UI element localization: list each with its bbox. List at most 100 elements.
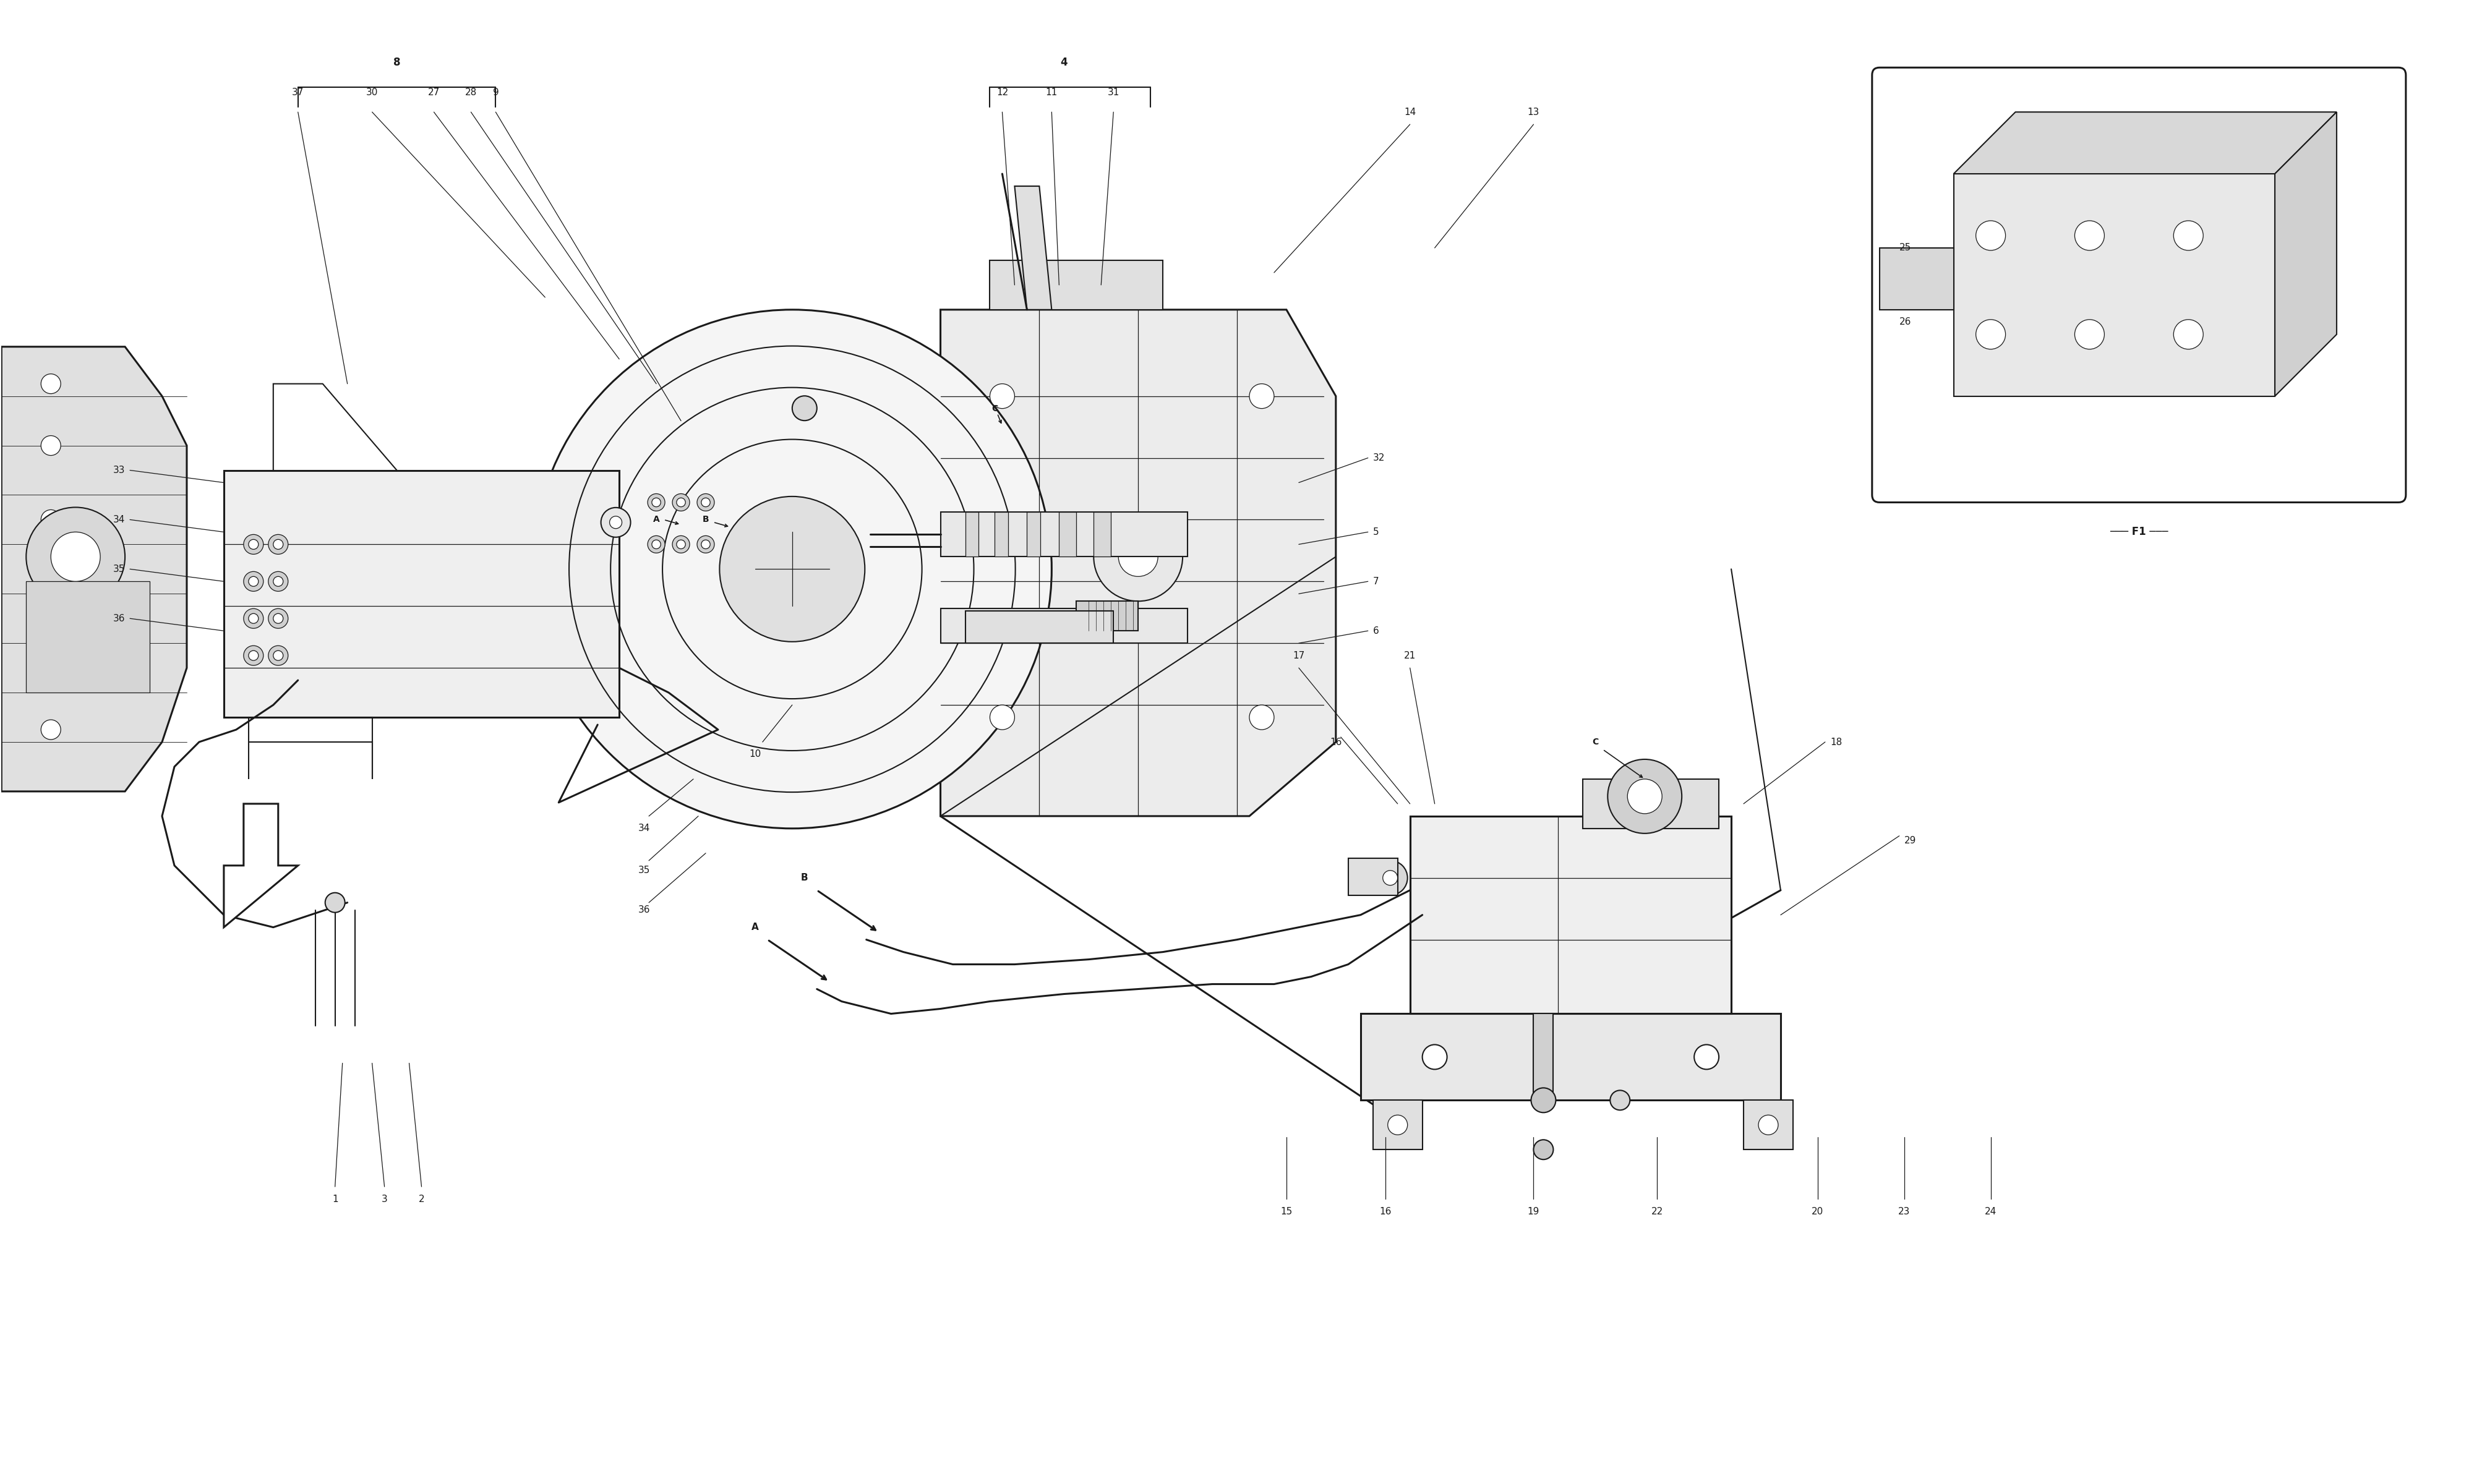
Circle shape <box>42 657 62 678</box>
Text: B: B <box>802 873 809 883</box>
Circle shape <box>1977 319 2006 349</box>
Text: 8: 8 <box>393 56 401 68</box>
Text: 23: 23 <box>1898 1206 1910 1215</box>
Circle shape <box>609 516 621 528</box>
Circle shape <box>648 536 666 554</box>
Circle shape <box>242 571 262 591</box>
Text: 7: 7 <box>1373 577 1378 586</box>
Bar <box>1348 858 1398 895</box>
Circle shape <box>52 531 101 582</box>
Text: 31: 31 <box>1108 88 1118 96</box>
Bar <box>1534 1014 1554 1100</box>
Polygon shape <box>1954 111 2335 174</box>
Circle shape <box>792 396 816 420</box>
Text: 36: 36 <box>638 905 651 914</box>
Circle shape <box>675 540 685 549</box>
Circle shape <box>272 539 282 549</box>
Polygon shape <box>1014 186 1051 310</box>
Polygon shape <box>940 310 1336 816</box>
Bar <box>1373 1100 1423 1150</box>
Circle shape <box>272 576 282 586</box>
Circle shape <box>2175 221 2204 251</box>
Circle shape <box>42 583 62 604</box>
Circle shape <box>267 571 287 591</box>
Text: 28: 28 <box>465 88 477 96</box>
Circle shape <box>324 893 344 913</box>
Circle shape <box>700 499 710 508</box>
Text: 35: 35 <box>114 564 126 574</box>
Circle shape <box>1094 512 1183 601</box>
Polygon shape <box>2 347 186 791</box>
Circle shape <box>1531 1088 1556 1113</box>
Text: 26: 26 <box>1900 318 1912 326</box>
Polygon shape <box>2276 111 2335 396</box>
Bar <box>1410 816 1732 1014</box>
Circle shape <box>673 494 690 510</box>
Circle shape <box>272 613 282 623</box>
Text: 30: 30 <box>366 88 379 96</box>
Bar <box>990 260 1163 310</box>
Bar <box>1076 601 1138 631</box>
Text: 6: 6 <box>1373 626 1378 635</box>
Text: 11: 11 <box>1047 88 1056 96</box>
Circle shape <box>267 534 287 554</box>
Circle shape <box>1611 1091 1630 1110</box>
Bar <box>995 512 1009 556</box>
Circle shape <box>1383 871 1398 886</box>
Circle shape <box>1423 1045 1447 1070</box>
Circle shape <box>42 510 62 530</box>
Circle shape <box>700 540 710 549</box>
Circle shape <box>990 705 1014 730</box>
Text: 34: 34 <box>114 515 126 524</box>
Circle shape <box>1118 537 1158 576</box>
Circle shape <box>673 536 690 554</box>
Circle shape <box>1373 861 1408 895</box>
Text: 21: 21 <box>1405 651 1415 660</box>
Text: 14: 14 <box>1405 107 1415 117</box>
Bar <box>1583 779 1719 828</box>
Bar <box>965 512 980 556</box>
Text: A: A <box>752 923 760 932</box>
Text: 37: 37 <box>292 88 304 96</box>
Circle shape <box>1759 1114 1779 1135</box>
Text: ─── F1 ───: ─── F1 ─── <box>2110 527 2167 537</box>
Bar <box>1880 248 1954 310</box>
Circle shape <box>648 494 666 510</box>
Bar <box>1954 174 2276 396</box>
Bar <box>27 582 151 693</box>
Circle shape <box>1249 384 1274 408</box>
Polygon shape <box>223 804 297 927</box>
Text: 35: 35 <box>638 865 651 876</box>
Circle shape <box>990 384 1014 408</box>
Text: 19: 19 <box>1526 1206 1539 1215</box>
Circle shape <box>698 494 715 510</box>
Text: 4: 4 <box>1061 56 1069 68</box>
Circle shape <box>267 646 287 665</box>
Text: 10: 10 <box>750 749 762 758</box>
Circle shape <box>42 436 62 456</box>
Circle shape <box>2076 319 2105 349</box>
Text: A: A <box>653 515 661 524</box>
Circle shape <box>1977 221 2006 251</box>
Text: 24: 24 <box>1984 1206 1997 1215</box>
Bar <box>1027 512 1042 556</box>
Text: 29: 29 <box>1905 835 1917 846</box>
FancyBboxPatch shape <box>1873 68 2405 503</box>
Circle shape <box>1534 1140 1554 1159</box>
Circle shape <box>601 508 631 537</box>
Text: 27: 27 <box>428 88 440 96</box>
Circle shape <box>1608 760 1682 834</box>
Text: 18: 18 <box>1831 738 1843 746</box>
Bar <box>1744 1100 1794 1150</box>
Text: 32: 32 <box>1373 453 1385 463</box>
Circle shape <box>2076 221 2105 251</box>
Circle shape <box>1249 705 1274 730</box>
Text: 36: 36 <box>114 614 126 623</box>
Text: 33: 33 <box>114 466 126 475</box>
Bar <box>1094 512 1111 556</box>
Text: 25: 25 <box>1900 243 1912 252</box>
Circle shape <box>247 539 257 549</box>
Circle shape <box>242 646 262 665</box>
Text: 34: 34 <box>638 824 651 833</box>
Circle shape <box>242 534 262 554</box>
